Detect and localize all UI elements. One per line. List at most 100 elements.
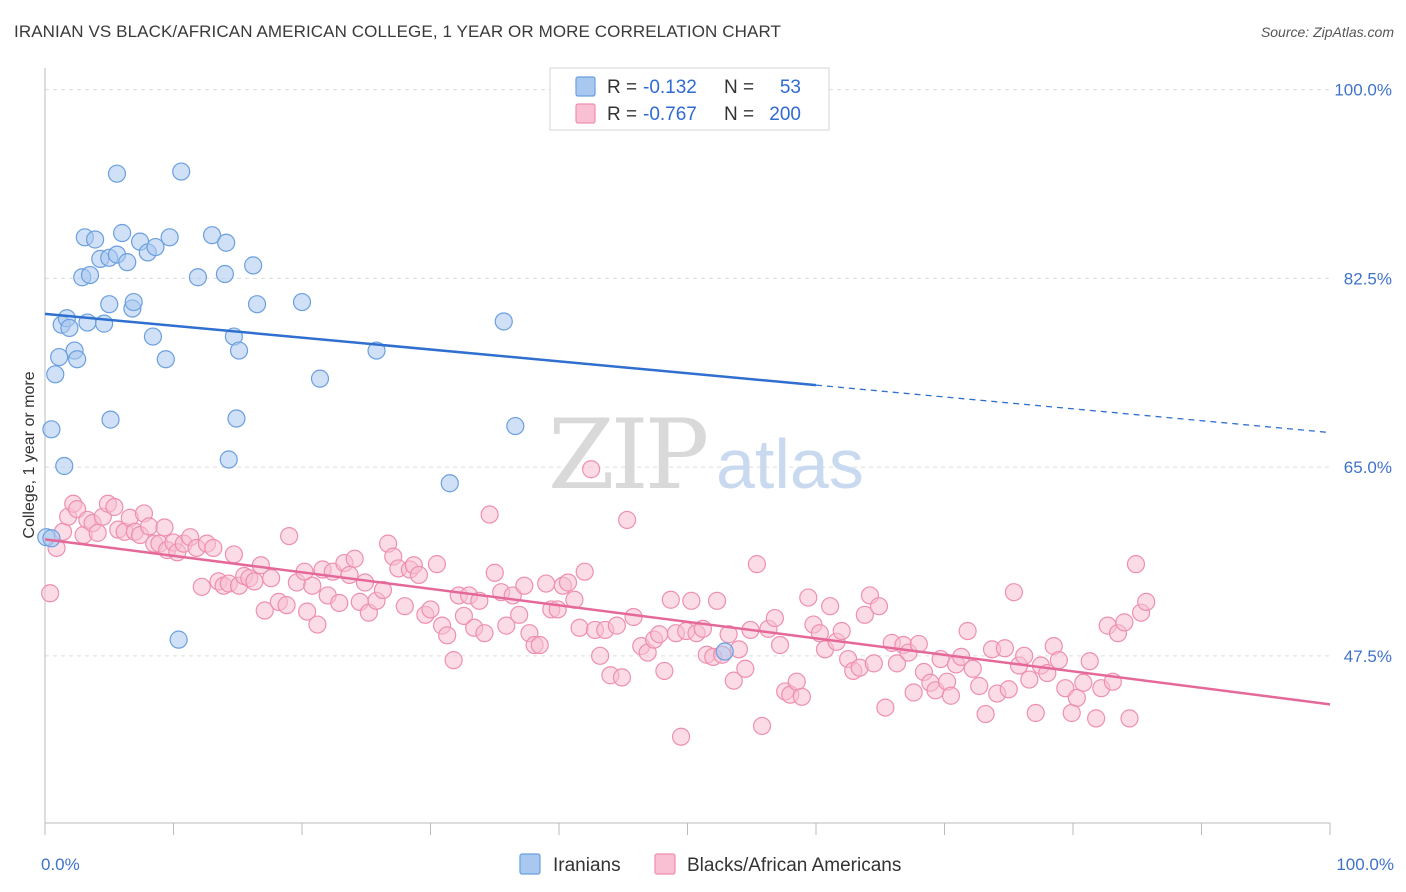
- iranians-trend-extension: [815, 384, 1331, 434]
- blacks-point: [1020, 670, 1039, 689]
- blacks-point: [298, 602, 317, 621]
- blacks-point: [1126, 555, 1146, 574]
- blacks-point: [832, 621, 851, 641]
- blacks-point: [345, 549, 364, 568]
- axes: [44, 68, 1331, 835]
- y-tick-label: 47.5%: [1344, 647, 1392, 666]
- iranians-point: [112, 223, 132, 243]
- y-tick-label: 82.5%: [1344, 269, 1392, 288]
- blacks-point: [277, 596, 296, 615]
- iranians-point: [244, 256, 263, 275]
- y-tick-label: 65.0%: [1344, 458, 1392, 477]
- iranians-point: [146, 237, 165, 257]
- blacks-point: [887, 654, 907, 673]
- iranians-point: [156, 350, 175, 369]
- blacks-point: [192, 577, 211, 596]
- blacks-point: [355, 573, 375, 592]
- blacks-point: [421, 600, 440, 619]
- iranians-point: [100, 295, 119, 314]
- legend-n-label-1: N =: [724, 77, 754, 98]
- legend-n-value-1: 53: [780, 77, 801, 98]
- iranians-point: [68, 350, 87, 369]
- blacks-point: [624, 607, 643, 627]
- iranians-point: [310, 369, 330, 388]
- blacks-point: [1049, 651, 1068, 670]
- blacks-point: [480, 505, 499, 524]
- blacks-point: [650, 625, 669, 644]
- legend: R = -0.132 N = 53 R = -0.767 N = 200: [549, 67, 830, 131]
- y-tick-labels: 47.5% 65.0% 82.5% 100.0%: [1334, 81, 1392, 666]
- blacks-point: [618, 510, 637, 530]
- iranians-point: [202, 226, 222, 245]
- blacks-point: [303, 576, 322, 595]
- bottom-legend-swatch-blacks: [654, 853, 676, 875]
- blacks-point: [88, 523, 107, 542]
- iranians-point: [440, 474, 459, 493]
- blacks-point: [1074, 673, 1093, 692]
- blacks-point: [1080, 652, 1099, 671]
- blacks-point: [1015, 646, 1034, 665]
- iranians-point: [494, 312, 513, 331]
- blacks-point: [537, 574, 556, 593]
- chart-title: IRANIAN VS BLACK/AFRICAN AMERICAN COLLEG…: [14, 22, 781, 41]
- watermark-atlas: atlas: [716, 425, 864, 503]
- x-tick-labels: 0.0% 100.0%: [41, 855, 1394, 874]
- legend-r-label-2: R =: [607, 104, 637, 125]
- blacks-point: [792, 687, 811, 706]
- blacks-point: [438, 626, 457, 645]
- blacks-point: [855, 605, 874, 624]
- blacks-point: [963, 659, 982, 678]
- blacks-trend-line: [44, 538, 1331, 706]
- y-axis-label: College, 1 year or more: [21, 371, 38, 538]
- blacks-point: [707, 591, 727, 610]
- iranians-point: [292, 292, 312, 312]
- blacks-point: [485, 563, 504, 582]
- blacks-point: [976, 704, 995, 724]
- trend-lines: [44, 312, 1331, 706]
- watermark-zip: ZIP: [548, 399, 707, 511]
- legend-swatch-blacks: [575, 103, 596, 124]
- iranians-point: [124, 292, 143, 312]
- iranians-point: [160, 228, 179, 247]
- x-tick-label-max: 100.0%: [1336, 855, 1394, 874]
- blacks-point: [280, 526, 299, 546]
- blacks-point: [454, 606, 474, 626]
- iranians-point: [506, 416, 525, 436]
- iranians-point: [107, 164, 127, 183]
- blacks-point: [255, 601, 274, 620]
- blacks-point: [340, 565, 359, 585]
- blacks-point: [204, 538, 223, 558]
- blacks-point: [787, 672, 806, 691]
- blacks-point: [1056, 679, 1075, 698]
- blacks-point: [1062, 703, 1081, 723]
- blacks-point: [105, 497, 124, 517]
- iranians-point: [101, 410, 120, 429]
- blacks-point: [864, 654, 883, 673]
- blacks-point: [821, 597, 840, 616]
- blacks-point: [395, 597, 414, 616]
- iranians-point: [169, 630, 188, 649]
- blacks-point: [719, 625, 738, 644]
- series-legend: Iranians Blacks/African Americans: [519, 853, 901, 876]
- iranians-point: [715, 642, 734, 661]
- legend-r-value-2: -0.767: [643, 104, 697, 125]
- blacks-point: [444, 651, 463, 670]
- blacks-point: [958, 621, 977, 641]
- blacks-point: [558, 573, 578, 592]
- blacks-point: [497, 616, 516, 635]
- blacks-point: [869, 597, 889, 616]
- legend-swatch-iranians: [575, 76, 596, 97]
- iranians-point: [50, 347, 69, 367]
- blacks-point: [655, 661, 674, 681]
- iranians-point: [42, 529, 61, 548]
- blacks-point: [941, 686, 961, 705]
- blacks-point: [262, 569, 281, 588]
- blacks-point: [515, 576, 534, 595]
- blacks-point: [904, 683, 923, 702]
- blacks-point: [1026, 703, 1045, 723]
- blacks-point: [155, 518, 174, 537]
- iranians-point: [60, 318, 79, 338]
- blacks-point: [570, 618, 589, 637]
- blacks-point: [330, 593, 349, 613]
- blacks-point: [752, 716, 772, 736]
